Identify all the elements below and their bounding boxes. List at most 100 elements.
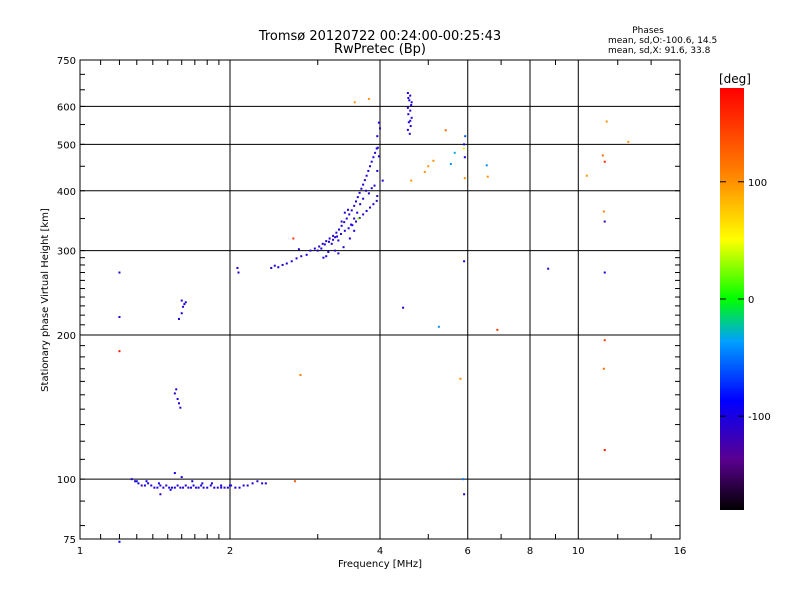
y-tick-label: 300 (57, 247, 76, 258)
data-point (369, 206, 372, 209)
data-point (345, 217, 348, 220)
data-point (342, 246, 345, 249)
data-point (356, 211, 359, 214)
data-point (462, 147, 465, 150)
data-point (290, 260, 293, 263)
data-point (463, 260, 466, 263)
data-point (261, 482, 264, 485)
data-point (251, 482, 254, 485)
data-point (177, 317, 180, 320)
data-point (353, 204, 356, 207)
data-point (220, 484, 223, 487)
data-point (195, 486, 198, 489)
data-point (297, 248, 300, 251)
stats-heading: Phases (632, 26, 664, 36)
data-point (367, 97, 370, 100)
data-point (410, 116, 413, 119)
data-point (463, 493, 466, 496)
data-point (150, 484, 153, 487)
data-point (370, 187, 373, 190)
data-point (486, 175, 489, 178)
data-point (305, 253, 308, 256)
y-axis-label: Stationary phase Virtual Height [km] (40, 208, 51, 392)
stats-line-o: mean, sd,O:-100.6, 14.5 (608, 36, 717, 46)
data-point (216, 486, 219, 489)
data-point (337, 252, 340, 255)
data-point (339, 232, 342, 235)
data-point (173, 472, 176, 475)
data-point (270, 266, 273, 269)
data-point (354, 220, 357, 223)
data-point (357, 217, 360, 220)
data-point (350, 209, 353, 212)
data-point (346, 208, 349, 211)
data-point (169, 488, 172, 491)
data-point (410, 104, 413, 107)
data-point (246, 484, 249, 487)
data-point (135, 480, 138, 483)
data-point (485, 164, 488, 167)
data-point (281, 263, 284, 266)
data-point (180, 299, 183, 302)
data-point (134, 480, 137, 483)
x-tick-label: 16 (674, 546, 687, 557)
data-point (432, 159, 435, 162)
data-point (409, 125, 412, 128)
data-point (230, 484, 233, 487)
data-point (363, 179, 366, 182)
y-tick-label: 200 (57, 331, 76, 342)
data-point (191, 480, 194, 483)
data-point (293, 480, 296, 483)
colorbar-tick-label: -100 (748, 412, 771, 423)
data-point (585, 174, 588, 177)
x-tick-label: 1 (77, 546, 83, 557)
y-tick-label: 600 (57, 102, 76, 113)
colorbar-tick-label: 0 (748, 295, 754, 306)
data-point (362, 183, 365, 186)
data-point (337, 239, 340, 242)
data-point (348, 213, 351, 216)
data-point (176, 484, 179, 487)
data-point (376, 146, 379, 149)
data-point (182, 305, 185, 308)
data-point (402, 306, 405, 309)
colorbar-label: [deg] (719, 72, 751, 86)
data-point (197, 486, 200, 489)
data-point (173, 486, 176, 489)
data-point (177, 402, 180, 405)
data-point (313, 247, 316, 250)
data-point (351, 224, 354, 227)
data-point (234, 486, 237, 489)
data-point (406, 106, 409, 109)
data-point (459, 377, 462, 380)
data-point (463, 143, 466, 146)
data-point (156, 486, 159, 489)
data-point (277, 266, 280, 269)
data-point (147, 482, 150, 485)
data-point (353, 101, 356, 104)
data-point (201, 482, 204, 485)
data-points (118, 91, 630, 543)
data-point (463, 156, 466, 159)
data-point (320, 247, 323, 250)
data-point (165, 484, 168, 487)
data-point (603, 339, 606, 342)
data-point (348, 237, 351, 240)
data-point (328, 237, 331, 240)
data-point (374, 151, 377, 154)
data-point (242, 484, 245, 487)
data-point (338, 228, 341, 231)
data-point (229, 484, 231, 487)
data-point (464, 135, 467, 138)
data-point (118, 350, 121, 353)
data-point (183, 303, 186, 306)
data-point (423, 170, 426, 173)
data-point (365, 174, 368, 177)
data-point (209, 484, 212, 487)
data-point (370, 160, 373, 163)
data-point (347, 227, 350, 230)
data-point (340, 220, 343, 223)
data-point (365, 209, 368, 212)
data-point (299, 373, 302, 376)
data-point (327, 240, 330, 243)
